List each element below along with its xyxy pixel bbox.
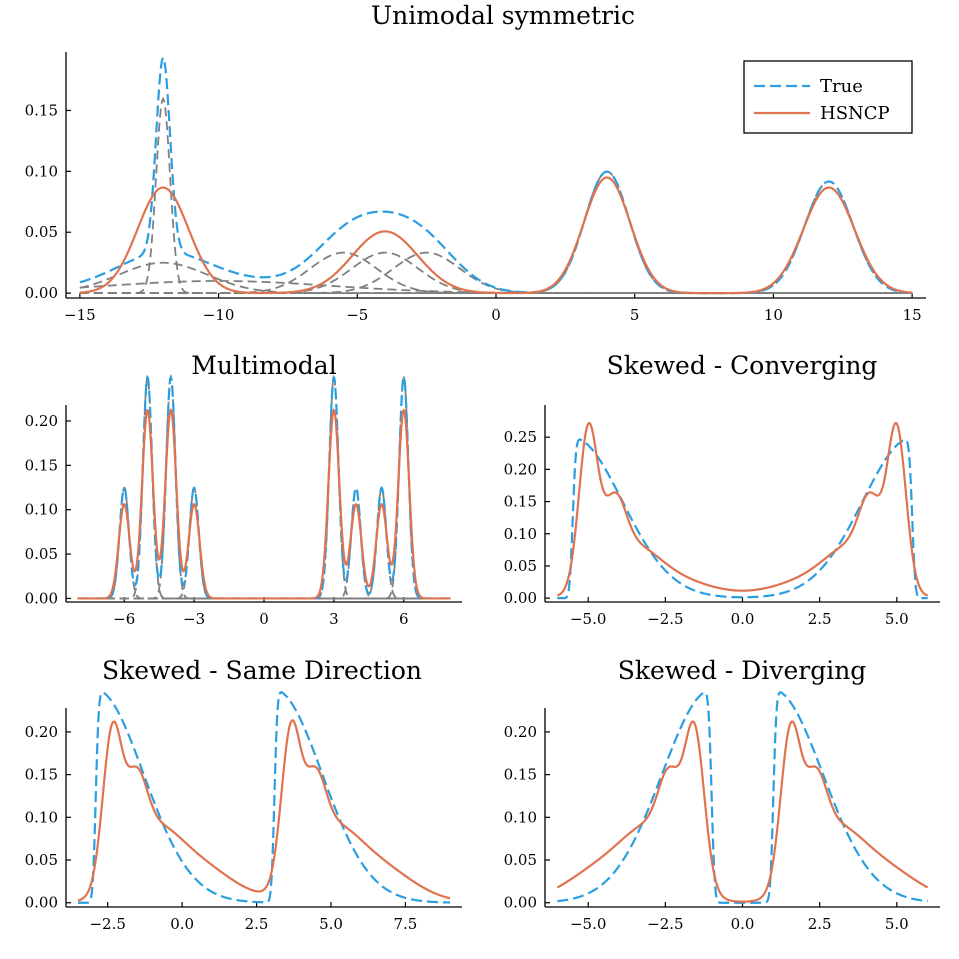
y-tick-label: 0.10 <box>25 162 58 180</box>
y-tick-label: 0.20 <box>504 460 537 478</box>
component-curve <box>79 170 913 295</box>
x-tick-label: 2.5 <box>245 915 269 933</box>
y-tick-label: 0.10 <box>504 808 537 826</box>
true-density-line <box>79 54 913 295</box>
x-tick-label: 0 <box>491 306 501 324</box>
y-tick-label: 0.20 <box>25 412 58 430</box>
panel-skewed-diverging: Skewed - Diverging −5.0 −2.5 0.0 2.5 5.0 0.00… <box>504 656 940 933</box>
x-tick-label: −3 <box>183 610 205 628</box>
y-tick-label: 0.15 <box>504 766 537 784</box>
y-tick-label: 0.00 <box>504 589 537 607</box>
x-tick-label: −15 <box>64 306 96 324</box>
hsncp-density-line <box>79 176 913 295</box>
hsncp-density-line <box>556 421 929 597</box>
x-tick-label: 7.5 <box>393 915 417 933</box>
y-tick-label: 0.20 <box>25 723 58 741</box>
x-tick-label: −2.5 <box>647 610 683 628</box>
y-tick-label: 0.00 <box>504 894 537 912</box>
y-tick-label: 0.05 <box>25 545 58 563</box>
y-tick-label: 0.10 <box>25 501 58 519</box>
hsncp-density-line <box>556 720 929 903</box>
x-tick-label: −2.5 <box>89 915 125 933</box>
true-density-line <box>557 691 928 904</box>
y-tick-label: 0.10 <box>25 808 58 826</box>
legend-fit-label: HSNCP <box>820 103 890 124</box>
x-tick-label: −10 <box>203 306 235 324</box>
y-tick-label: 0.20 <box>504 723 537 741</box>
legend-box <box>743 60 913 134</box>
x-tick-label: −6 <box>113 610 135 628</box>
x-tick-label: −2.5 <box>647 915 683 933</box>
y-tick-label: 0.05 <box>25 851 58 869</box>
y-tick-label: 0.00 <box>25 284 58 302</box>
y-tick-label: 0.05 <box>25 223 58 241</box>
x-tick-label: −5.0 <box>570 915 606 933</box>
panel-title: Skewed - Same Direction <box>102 656 422 685</box>
true-density-line <box>77 691 451 904</box>
y-tick-label: 0.15 <box>25 456 58 474</box>
y-tick-label: 0.00 <box>25 894 58 912</box>
x-tick-label: −5 <box>346 306 368 324</box>
hsncp-density-line <box>77 407 451 600</box>
x-tick-label: 6 <box>399 610 409 628</box>
y-tick-label: 0.05 <box>504 851 537 869</box>
x-tick-label: 5 <box>630 306 640 324</box>
x-tick-label: 0.0 <box>731 915 755 933</box>
x-tick-label: 0 <box>259 610 269 628</box>
x-tick-label: 2.5 <box>808 610 832 628</box>
y-tick-label: 0.00 <box>25 589 58 607</box>
panel-title: Skewed - Diverging <box>618 656 867 685</box>
y-tick-label: 0.15 <box>25 766 58 784</box>
component-curve <box>79 251 913 295</box>
x-tick-label: 2.5 <box>808 915 832 933</box>
hsncp-density-line <box>77 719 451 902</box>
panel-skewed-same-direction: Skewed - Same Direction −2.5 0.0 2.5 5.0 7.5… <box>25 656 462 933</box>
x-tick-label: 10 <box>764 306 783 324</box>
x-tick-label: 3 <box>329 610 339 628</box>
x-tick-label: 0.0 <box>731 610 755 628</box>
panel-title: Unimodal symmetric <box>371 1 635 30</box>
panel-unimodal: Unimodal symmetric −15 −10 −5 0 5 10 15 0.00 0.0… <box>25 1 926 324</box>
x-tick-label: 5.0 <box>885 610 909 628</box>
x-tick-label: −5.0 <box>570 610 606 628</box>
legend-true-label: True <box>820 76 863 97</box>
y-tick-label: 0.15 <box>25 101 58 119</box>
panel-skewed-converging: Skewed - Converging −5.0 −2.5 0.0 2.5 5.0 0.0… <box>504 351 940 628</box>
legend: True HSNCP <box>743 60 913 134</box>
x-tick-label: 15 <box>903 306 922 324</box>
panel-title: Multimodal <box>191 351 336 380</box>
y-tick-label: 0.05 <box>504 557 537 575</box>
panel-multimodal: Multimodal −6 −3 0 3 6 0.00 0.05 0.10 0.15 0.20 <box>25 351 462 628</box>
x-tick-label: 5.0 <box>319 915 343 933</box>
panel-title: Skewed - Converging <box>607 351 878 380</box>
x-tick-label: 0.0 <box>170 915 194 933</box>
x-tick-label: 5.0 <box>885 915 909 933</box>
y-tick-label: 0.25 <box>504 428 537 446</box>
y-tick-label: 0.15 <box>504 493 537 511</box>
y-tick-label: 0.10 <box>504 525 537 543</box>
